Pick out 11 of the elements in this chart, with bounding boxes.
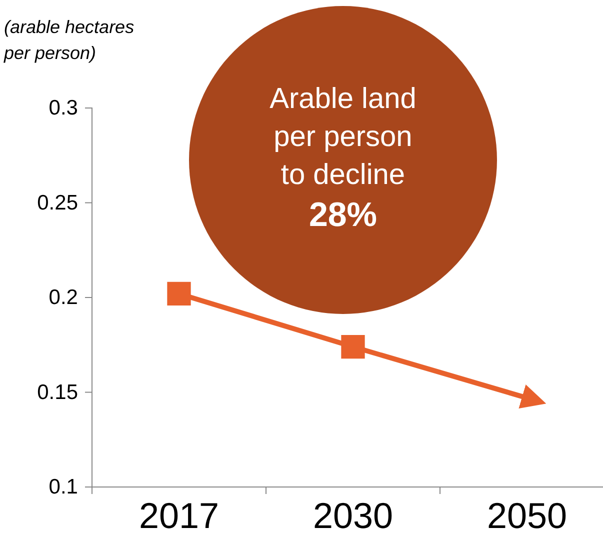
annotation: Arable land per person to decline [270,83,416,191]
annotation: 28% [308,196,378,234]
y-tick-label: 0.2 [48,286,78,310]
y-tick-label: 0.3 [48,96,78,120]
x-tick-label: 2030 [312,494,394,536]
y-axis-title: (arable hectares per person) [3,17,134,63]
y-tick-label: 0.25 [37,191,78,214]
y-tick-label: 0.1 [48,476,78,499]
x-tick-label: 2050 [486,494,568,536]
y-tick-label: 0.15 [37,380,78,404]
x-tick-label: 2017 [138,494,220,536]
